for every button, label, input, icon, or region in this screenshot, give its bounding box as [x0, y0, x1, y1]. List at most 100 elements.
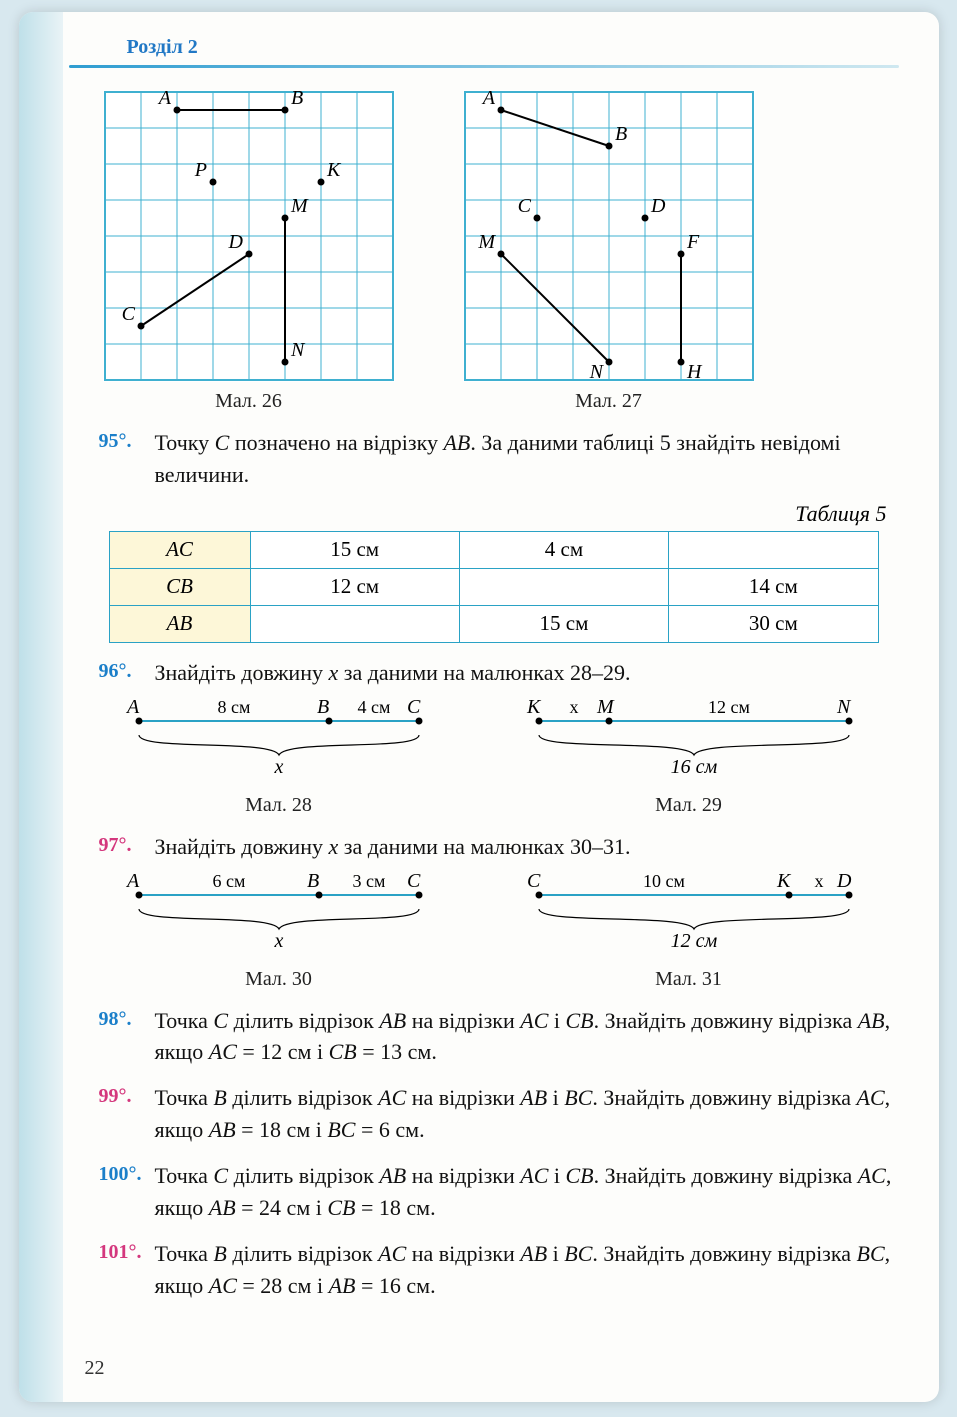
svg-text:F: F	[686, 231, 700, 253]
content: ABPKMDCN Мал. 26 ABCDMFNH Мал. 27 95°. Т…	[99, 86, 899, 1302]
section-header: Розділ 2	[127, 36, 939, 59]
problem-101-number: 101°.	[99, 1238, 155, 1267]
table-row: CB 12 см 14 см	[109, 568, 878, 605]
svg-text:D: D	[650, 195, 666, 217]
figure-28: A B C 8 см 4 см x Мал. 28	[99, 693, 459, 817]
svg-text:A: A	[480, 87, 495, 109]
svg-text:6 см: 6 см	[212, 871, 245, 891]
problem-96-text: Знайдіть довжину x за даними на малюнках…	[155, 657, 899, 689]
problem-100-text: Точка C ділить відрізок AB на відрізки A…	[155, 1160, 899, 1224]
figures-30-31-row: ABC6 см3 смx Мал. 30 CKD10 смx12 см Мал.…	[99, 867, 899, 991]
fig28-caption: Мал. 28	[99, 794, 459, 817]
table-row: AB 15 см 30 см	[109, 605, 878, 642]
svg-text:M: M	[596, 696, 615, 718]
svg-text:C: C	[121, 303, 135, 325]
svg-text:x: x	[273, 930, 283, 952]
problem-101: 101°. Точка B ділить відрізок AC на відр…	[99, 1238, 899, 1302]
svg-text:B: B	[317, 696, 329, 718]
problem-96-number: 96°.	[99, 657, 155, 686]
table-cell: 4 см	[459, 531, 668, 568]
svg-text:x: x	[814, 871, 823, 891]
figure-29: KMNx12 см16 см Мал. 29	[499, 693, 879, 817]
svg-text:K: K	[776, 870, 792, 892]
problem-95: 95°. Точку C позначено на відрізку AB. З…	[99, 427, 899, 491]
figure-27: A B C D M F N H Мал. 27	[459, 86, 759, 413]
svg-text:12 см: 12 см	[708, 697, 750, 717]
svg-text:C: C	[517, 195, 531, 217]
table-cell: 12 см	[250, 568, 459, 605]
svg-text:K: K	[526, 696, 542, 718]
figure-30: ABC6 см3 смx Мал. 30	[99, 867, 459, 991]
svg-text:x: x	[569, 697, 578, 717]
figure-31: C K D 10 см x 12 см Мал. 31	[499, 867, 879, 991]
figure-26: ABPKMDCN Мал. 26	[99, 86, 399, 413]
svg-text:3 см: 3 см	[352, 871, 385, 891]
svg-text:A: A	[156, 87, 171, 109]
fig31-caption: Мал. 31	[499, 968, 879, 991]
fig26-caption: Мал. 26	[99, 390, 399, 413]
table5-label: Таблиця 5	[99, 501, 887, 527]
table-cell	[250, 605, 459, 642]
svg-text:16 см: 16 см	[670, 756, 717, 778]
problem-95-number: 95°.	[99, 427, 155, 456]
fig27-svg: A B C D M F N H	[459, 86, 759, 386]
svg-text:K: K	[326, 159, 342, 181]
svg-text:B: B	[307, 870, 319, 892]
svg-text:M: M	[290, 195, 309, 217]
problem-97-text: Знайдіть довжину x за даними на малюнках…	[155, 831, 899, 863]
page: Розділ 2 ABPKMDCN Мал. 26 ABCDMFNH Мал. …	[19, 12, 939, 1402]
fig31-svg: C K D 10 см x 12 см	[499, 867, 879, 959]
page-number: 22	[85, 1357, 105, 1380]
svg-text:D: D	[836, 870, 852, 892]
problem-95-text: Точку C позначено на відрізку AB. За дан…	[155, 427, 899, 491]
svg-text:P: P	[193, 159, 206, 181]
problem-98: 98°. Точка C ділить відрізок AB на відрі…	[99, 1005, 899, 1069]
svg-text:A: A	[125, 696, 140, 718]
fig28-svg: A B C 8 см 4 см x	[99, 693, 459, 785]
problem-97: 97°. Знайдіть довжину x за даними на мал…	[99, 831, 899, 863]
svg-text:H: H	[686, 361, 703, 383]
fig29-svg: KMNx12 см16 см	[499, 693, 879, 785]
problem-99: 99°. Точка B ділить відрізок AC на відрі…	[99, 1082, 899, 1146]
fig27-caption: Мал. 27	[459, 390, 759, 413]
figures-26-27-row: ABPKMDCN Мал. 26 ABCDMFNH Мал. 27	[99, 86, 899, 413]
svg-text:C: C	[527, 870, 541, 892]
fig26-svg: ABPKMDCN	[99, 86, 399, 386]
problem-98-number: 98°.	[99, 1005, 155, 1034]
table-cell: 14 см	[669, 568, 878, 605]
figures-28-29-row: ABC8 см4 смx Мал. 28 KMNx12 см16 см Мал.…	[99, 693, 899, 817]
svg-text:8 см: 8 см	[217, 697, 250, 717]
svg-text:4 см: 4 см	[357, 697, 390, 717]
svg-text:B: B	[615, 123, 627, 145]
fig29-caption: Мал. 29	[499, 794, 879, 817]
svg-text:D: D	[227, 231, 243, 253]
table-cell: 15 см	[459, 605, 668, 642]
problem-98-text: Точка C ділить відрізок AB на відрізки A…	[155, 1005, 899, 1069]
problem-100: 100°. Точка C ділить відрізок AB на відр…	[99, 1160, 899, 1224]
svg-text:B: B	[291, 87, 303, 109]
fig30-caption: Мал. 30	[99, 968, 459, 991]
svg-text:C: C	[407, 696, 421, 718]
svg-text:C: C	[407, 870, 421, 892]
table5: AC 15 см 4 см CB 12 см 14 см AB 15 см 30…	[109, 531, 879, 643]
table5-rowhead-1: CB	[109, 568, 250, 605]
svg-text:N: N	[588, 361, 604, 383]
table-cell	[459, 568, 668, 605]
table-cell: 15 см	[250, 531, 459, 568]
svg-text:10 см: 10 см	[643, 871, 685, 891]
svg-text:12 см: 12 см	[670, 930, 717, 952]
header-underline	[69, 65, 899, 68]
problem-100-number: 100°.	[99, 1160, 155, 1189]
table-cell	[669, 531, 878, 568]
table5-rowhead-2: AB	[109, 605, 250, 642]
table-cell: 30 см	[669, 605, 878, 642]
problem-96: 96°. Знайдіть довжину x за даними на мал…	[99, 657, 899, 689]
problem-97-number: 97°.	[99, 831, 155, 860]
problem-99-text: Точка B ділить відрізок AC на відрізки A…	[155, 1082, 899, 1146]
table5-rowhead-0: AC	[109, 531, 250, 568]
svg-text:M: M	[477, 231, 496, 253]
problem-101-text: Точка B ділить відрізок AC на відрізки A…	[155, 1238, 899, 1302]
problem-99-number: 99°.	[99, 1082, 155, 1111]
table-row: AC 15 см 4 см	[109, 531, 878, 568]
svg-text:x: x	[273, 756, 283, 778]
